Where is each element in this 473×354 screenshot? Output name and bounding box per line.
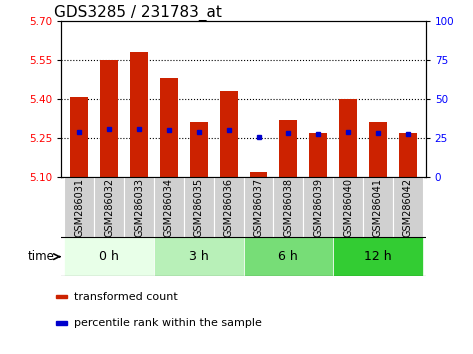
Bar xyxy=(333,237,423,276)
Text: GSM286038: GSM286038 xyxy=(283,178,293,236)
Bar xyxy=(124,177,154,237)
Text: 0 h: 0 h xyxy=(99,250,119,263)
Bar xyxy=(154,177,184,237)
Bar xyxy=(339,99,357,177)
Bar xyxy=(154,237,244,276)
Text: GSM286031: GSM286031 xyxy=(74,178,84,236)
Bar xyxy=(56,295,67,298)
Bar xyxy=(309,133,327,177)
Bar xyxy=(184,177,214,237)
Text: GSM286032: GSM286032 xyxy=(104,177,114,237)
Bar xyxy=(280,120,298,177)
Text: GSM286035: GSM286035 xyxy=(194,177,204,237)
Bar xyxy=(399,133,417,177)
Bar xyxy=(190,122,208,177)
Text: GSM286039: GSM286039 xyxy=(313,178,323,236)
Text: 6 h: 6 h xyxy=(279,250,298,263)
Text: 3 h: 3 h xyxy=(189,250,209,263)
Text: time: time xyxy=(27,250,54,263)
Bar xyxy=(94,177,124,237)
Text: GDS3285 / 231783_at: GDS3285 / 231783_at xyxy=(54,5,222,21)
Text: GSM286034: GSM286034 xyxy=(164,178,174,236)
Text: percentile rank within the sample: percentile rank within the sample xyxy=(74,318,263,328)
Bar xyxy=(160,78,178,177)
Bar xyxy=(333,177,363,237)
Bar xyxy=(393,177,423,237)
Bar xyxy=(369,122,387,177)
Bar xyxy=(244,237,333,276)
Text: transformed count: transformed count xyxy=(74,291,178,302)
Bar xyxy=(303,177,333,237)
Bar xyxy=(363,177,393,237)
Text: GSM286037: GSM286037 xyxy=(254,177,263,237)
Bar xyxy=(56,321,67,325)
Text: GSM286042: GSM286042 xyxy=(403,177,413,237)
Text: GSM286036: GSM286036 xyxy=(224,178,234,236)
Text: GSM286041: GSM286041 xyxy=(373,178,383,236)
Bar xyxy=(273,177,303,237)
Bar xyxy=(244,177,273,237)
Bar xyxy=(250,172,267,177)
Text: GSM286040: GSM286040 xyxy=(343,178,353,236)
Bar xyxy=(220,91,237,177)
Bar xyxy=(100,60,118,177)
Text: 12 h: 12 h xyxy=(364,250,392,263)
Bar xyxy=(130,52,148,177)
Bar xyxy=(70,97,88,177)
Bar xyxy=(214,177,244,237)
Bar xyxy=(64,237,154,276)
Text: GSM286033: GSM286033 xyxy=(134,178,144,236)
Bar xyxy=(64,177,94,237)
